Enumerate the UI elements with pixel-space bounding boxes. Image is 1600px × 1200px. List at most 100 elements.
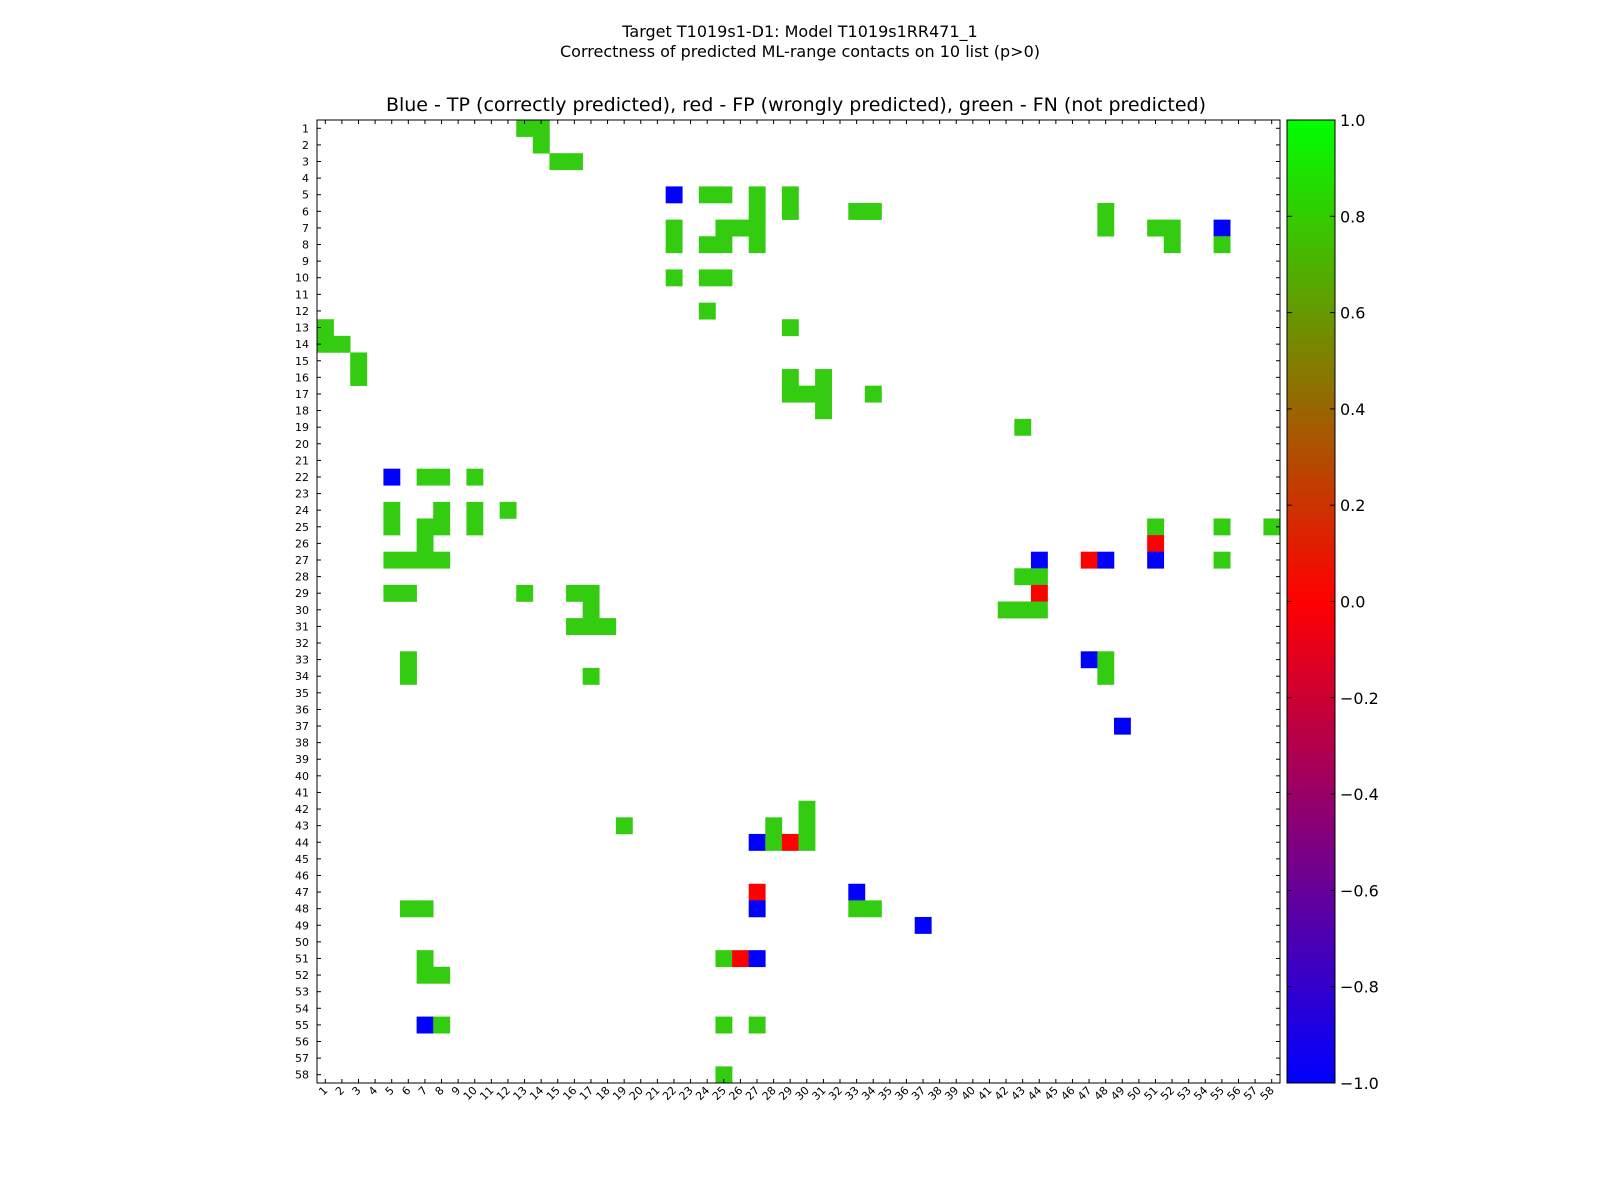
cell-fn-r51-c25 <box>715 950 733 968</box>
cell-fn-r7-c27 <box>748 219 766 237</box>
cell-fn-r31-c18 <box>599 618 617 635</box>
cell-fn-r13-c29 <box>781 319 799 337</box>
y-tick-label: 47 <box>295 886 309 899</box>
cell-fn-r33-c48 <box>1097 651 1115 669</box>
cell-fn-r6-c33 <box>848 203 866 220</box>
x-tick-label: 9 <box>449 1084 463 1098</box>
colorbar-tick-label: −0.4 <box>1340 785 1379 804</box>
cell-fn-r7-c52 <box>1163 219 1181 237</box>
x-tick-label: 6 <box>399 1084 413 1098</box>
cell-fn-r5-c25 <box>715 186 733 204</box>
cell-fn-r10-c25 <box>715 269 733 287</box>
cell-fn-r26-c7 <box>416 535 434 552</box>
y-tick-label: 53 <box>295 986 309 999</box>
y-tick-label: 33 <box>295 654 309 667</box>
cell-fn-r22-c10 <box>466 468 484 486</box>
heatmap-cells <box>317 120 1281 1084</box>
cell-fn-r27-c5 <box>383 551 401 569</box>
cell-fn-r29-c13 <box>516 584 534 602</box>
y-tick-label: 15 <box>295 355 309 368</box>
y-tick-label: 28 <box>295 571 309 584</box>
cell-fn-r5-c24 <box>698 186 716 204</box>
y-tick-label: 34 <box>295 670 309 683</box>
y-tick-label: 39 <box>295 753 309 766</box>
cell-fn-r24-c10 <box>466 501 484 519</box>
cell-fn-r30-c42 <box>997 601 1015 619</box>
y-tick-label: 58 <box>295 1069 309 1082</box>
y-tick-label: 9 <box>302 255 309 268</box>
y-tick-label: 6 <box>302 205 309 218</box>
cell-tp-r27-c44 <box>1030 551 1048 569</box>
y-tick-label: 48 <box>295 903 309 916</box>
x-tick-label: 3 <box>349 1084 363 1098</box>
axis-ticks <box>317 120 1280 1083</box>
y-tick-label: 51 <box>295 952 309 965</box>
cell-fn-r25-c5 <box>383 518 401 536</box>
cell-tp-r49-c37 <box>914 916 932 934</box>
cell-fn-r8-c55 <box>1213 236 1231 254</box>
cell-fn-r27-c7 <box>416 551 434 569</box>
y-tick-label: 24 <box>295 504 309 517</box>
cell-fn-r18-c31 <box>815 402 832 420</box>
y-tick-label: 30 <box>295 604 309 617</box>
cell-fn-r7-c25 <box>715 219 733 237</box>
cell-fn-r28-c43 <box>1014 568 1032 586</box>
cell-fn-r30-c17 <box>582 601 600 619</box>
cell-fn-r13-c1 <box>317 319 334 337</box>
cell-tp-r27-c48 <box>1097 551 1115 569</box>
cell-fn-r43-c19 <box>615 817 633 835</box>
colorbar-tick-label: −0.2 <box>1340 689 1379 708</box>
colorbar-tick-label: 0.2 <box>1340 496 1365 515</box>
colorbar-tick-label: 0.6 <box>1340 304 1365 323</box>
y-tick-label: 44 <box>295 836 309 849</box>
cell-fn-r8-c52 <box>1163 236 1181 254</box>
cell-fn-r6-c27 <box>748 203 766 220</box>
y-tick-label: 23 <box>295 488 309 501</box>
y-tick-label: 22 <box>295 471 309 484</box>
y-tick-label: 16 <box>295 371 309 384</box>
cell-fn-r16-c29 <box>781 369 799 386</box>
cell-fn-r25-c58 <box>1263 518 1281 536</box>
y-tick-label: 38 <box>295 737 309 750</box>
y-tick-label: 36 <box>295 703 309 716</box>
colorbar-tick-label: −0.8 <box>1340 978 1379 997</box>
cell-fn-r58-c25 <box>715 1066 733 1084</box>
chart-title: Blue - TP (correctly predicted), red - F… <box>385 94 1207 116</box>
cell-fn-r6-c29 <box>781 203 799 220</box>
plot-frame <box>316 119 1281 1084</box>
cell-fn-r44-c30 <box>798 833 816 851</box>
y-tick-label: 40 <box>295 770 309 783</box>
cell-fn-r1-c14 <box>532 120 550 137</box>
cell-fn-r48-c33 <box>848 900 866 918</box>
cell-tp-r7-c55 <box>1213 219 1231 237</box>
cell-fn-r15-c3 <box>350 352 368 370</box>
cell-fn-r30-c44 <box>1030 601 1048 619</box>
cell-fp-r44-c29 <box>781 833 799 851</box>
y-tick-label: 35 <box>295 687 309 700</box>
cell-fn-r25-c8 <box>433 518 451 536</box>
y-tick-label: 10 <box>295 272 309 285</box>
y-tick-label: 57 <box>295 1052 309 1065</box>
y-tick-label: 55 <box>295 1019 309 1032</box>
y-tick-label: 46 <box>295 869 309 882</box>
cell-fn-r10-c22 <box>665 269 683 287</box>
cell-fn-r30-c43 <box>1014 601 1032 619</box>
cell-fn-r34-c6 <box>400 667 417 685</box>
cell-fp-r29-c44 <box>1030 584 1048 602</box>
y-tick-label: 20 <box>295 438 309 451</box>
cell-tp-r47-c33 <box>848 883 866 901</box>
cell-tp-r48-c27 <box>748 900 766 918</box>
y-tick-label: 19 <box>295 421 309 434</box>
x-tick-label: 2 <box>333 1084 347 1098</box>
cell-fn-r33-c6 <box>400 651 417 669</box>
cell-fn-r8-c25 <box>715 236 733 254</box>
cell-fn-r24-c5 <box>383 501 401 519</box>
cell-fn-r17-c34 <box>864 385 882 403</box>
cell-fn-r19-c43 <box>1014 418 1032 436</box>
cell-fn-r3-c16 <box>566 153 583 171</box>
cell-fn-r16-c31 <box>815 369 832 386</box>
cell-fn-r17-c29 <box>781 385 799 403</box>
cell-fn-r34-c48 <box>1097 667 1115 685</box>
cell-fn-r55-c27 <box>748 1016 766 1034</box>
cell-fn-r55-c25 <box>715 1016 733 1034</box>
